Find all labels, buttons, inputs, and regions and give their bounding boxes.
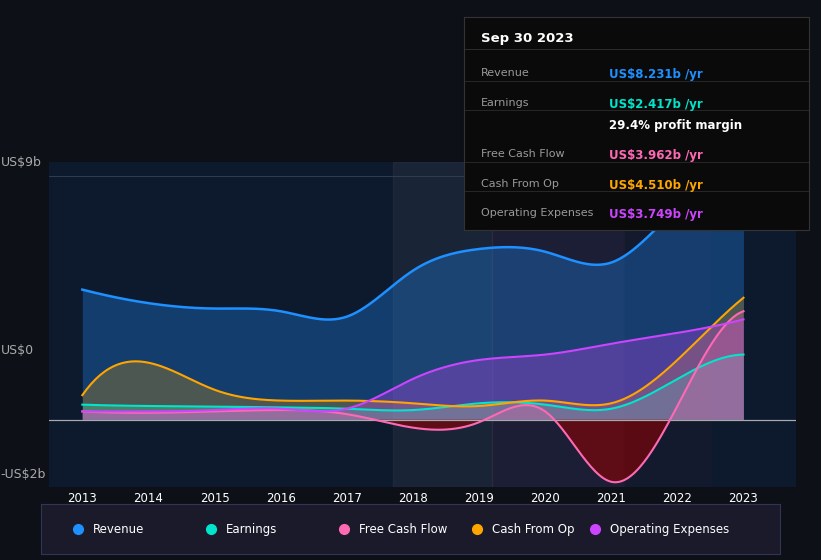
Bar: [625, 162, 710, 487]
Text: Sep 30 2023: Sep 30 2023: [481, 32, 574, 45]
Text: US$8.231b /yr: US$8.231b /yr: [608, 68, 703, 81]
Text: Free Cash Flow: Free Cash Flow: [359, 522, 447, 536]
Text: Cash From Op: Cash From Op: [492, 522, 574, 536]
Text: Revenue: Revenue: [93, 522, 144, 536]
Text: US$3.749b /yr: US$3.749b /yr: [608, 208, 703, 221]
Text: Operating Expenses: Operating Expenses: [481, 208, 594, 218]
Text: US$4.510b /yr: US$4.510b /yr: [608, 179, 703, 192]
Text: 29.4% profit margin: 29.4% profit margin: [608, 119, 742, 132]
Text: Earnings: Earnings: [226, 522, 277, 536]
Text: Cash From Op: Cash From Op: [481, 179, 559, 189]
Text: US$0: US$0: [1, 344, 34, 357]
Text: Free Cash Flow: Free Cash Flow: [481, 149, 565, 158]
Bar: [493, 162, 625, 487]
Text: Revenue: Revenue: [481, 68, 530, 78]
Text: US$3.962b /yr: US$3.962b /yr: [608, 149, 703, 162]
Text: US$9b: US$9b: [1, 156, 42, 169]
Text: Operating Expenses: Operating Expenses: [610, 522, 729, 536]
Bar: [393, 162, 493, 487]
Text: US$2.417b /yr: US$2.417b /yr: [608, 97, 703, 111]
Text: -US$2b: -US$2b: [1, 468, 46, 480]
Text: Earnings: Earnings: [481, 97, 530, 108]
